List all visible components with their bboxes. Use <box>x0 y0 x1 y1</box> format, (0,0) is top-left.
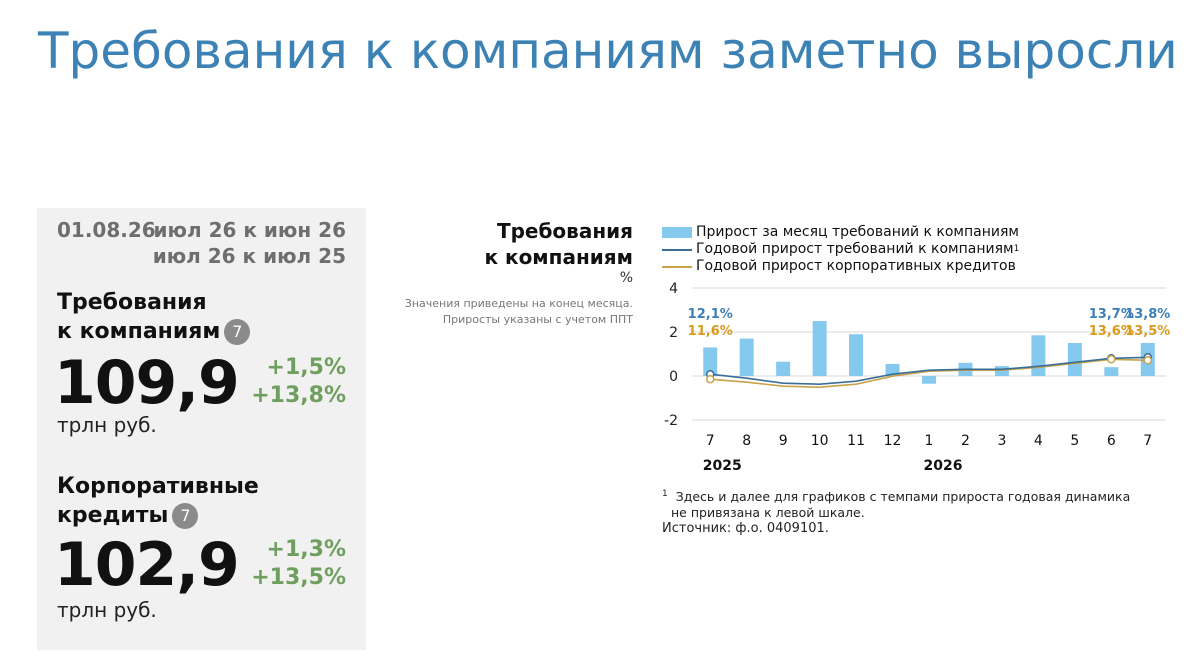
compare-year-label: июл 26 к июл 25 <box>152 244 346 268</box>
chart-note: Значения приведены на конец месяца. Прир… <box>404 297 633 326</box>
bar <box>1067 343 1082 376</box>
chart-title: Требования к компаниям <box>484 219 633 269</box>
legend-swatch-bar <box>662 227 692 238</box>
data-point-marker <box>1107 355 1116 364</box>
bar <box>1104 367 1119 376</box>
loans-unit: трлн руб. <box>57 598 157 622</box>
source-note: Источник: ф.о. 0409101. <box>662 521 829 536</box>
claims-yoy-line <box>710 356 1148 386</box>
claims-month-badge: 7 <box>224 319 251 345</box>
y-tick-label: -2 <box>664 413 678 429</box>
bar <box>922 376 936 384</box>
legend-item-claims-yoy: Годовой прирост требований к компаниям 1 <box>662 241 1019 258</box>
y-tick-label: 4 <box>669 281 678 297</box>
x-tick-label: 6 <box>1107 433 1116 449</box>
claims-unit: трлн руб. <box>57 413 157 437</box>
legend-item-loans-yoy: Годовой прирост корпоративных кредитов <box>662 258 1019 275</box>
loans-label: Корпоративные кредиты 7 <box>57 474 259 529</box>
claims-label: Требования к компаниям 7 <box>57 288 251 346</box>
legend-swatch-claims-line <box>662 248 692 251</box>
bar <box>1031 335 1046 376</box>
bar <box>812 321 827 376</box>
page-title: Требования к компаниям заметно выросли <box>38 22 1178 80</box>
data-label: 12,1% <box>688 307 733 322</box>
data-label: 13,5% <box>1125 324 1170 339</box>
claims-value: 109,9 <box>54 348 240 418</box>
y-tick-label: 2 <box>669 325 678 341</box>
footnote: 1 Здесь и далее для графиков с темпами п… <box>662 489 1131 521</box>
loans-month-badge: 7 <box>172 503 199 529</box>
legend-swatch-loans-line <box>662 265 692 268</box>
data-label: 11,6% <box>688 324 733 339</box>
data-label: 13,8% <box>1125 307 1170 322</box>
compare-month-label: июл 26 к июн 26 <box>153 218 346 242</box>
data-label: 13,7% <box>1089 307 1134 322</box>
x-tick-label: 10 <box>811 433 829 449</box>
y-tick-label: 0 <box>669 369 678 385</box>
x-tick-label: 3 <box>997 433 1006 449</box>
claims-chart: 4 2 0 -2 12,1% 11,6% 13,7% 13,6% 13,8% 13,5% 7 8 9 10… <box>664 281 1170 474</box>
data-point-marker <box>705 374 715 384</box>
loans-changes: +1,3% +13,5% <box>251 536 346 592</box>
summary-panel: 01.08.26 июл 26 к июн 26 июл 26 к июл 25… <box>37 208 366 650</box>
x-tick-label: 12 <box>884 433 902 449</box>
legend-item-monthly: Прирост за месяц требований к компаниям <box>662 224 1019 241</box>
bar <box>703 347 718 376</box>
x-tick-label: 7 <box>706 433 715 449</box>
bar <box>739 338 754 376</box>
data-point-marker <box>1143 356 1153 365</box>
data-label: 13,6% <box>1089 324 1134 339</box>
report-date: 01.08.26 <box>57 218 156 242</box>
chart-unit: % <box>619 270 633 286</box>
x-tick-label: 4 <box>1034 433 1043 449</box>
x-tick-label: 7 <box>1143 433 1152 449</box>
loans-change-mom: +1,3% <box>266 537 346 562</box>
bar <box>849 334 864 376</box>
year-label: 2026 <box>924 458 963 474</box>
claims-change-mom: +1,5% <box>266 355 346 380</box>
x-tick-label: 2 <box>961 433 970 449</box>
claims-changes: +1,5% +13,8% <box>251 354 346 410</box>
x-tick-label: 1 <box>925 433 934 449</box>
loans-value: 102,9 <box>54 530 240 600</box>
loans-yoy-line <box>710 358 1148 389</box>
year-label: 2025 <box>703 458 742 474</box>
x-tick-label: 11 <box>847 433 865 449</box>
bar <box>885 363 900 376</box>
chart-legend: Прирост за месяц требований к компаниям … <box>662 224 1019 275</box>
x-tick-label: 5 <box>1070 433 1079 449</box>
x-tick-label: 9 <box>779 433 788 449</box>
x-tick-label: 8 <box>742 433 751 449</box>
claims-change-yoy: +13,8% <box>251 383 346 408</box>
bar <box>994 366 1009 376</box>
bar <box>776 361 791 376</box>
loans-change-yoy: +13,5% <box>251 565 346 590</box>
